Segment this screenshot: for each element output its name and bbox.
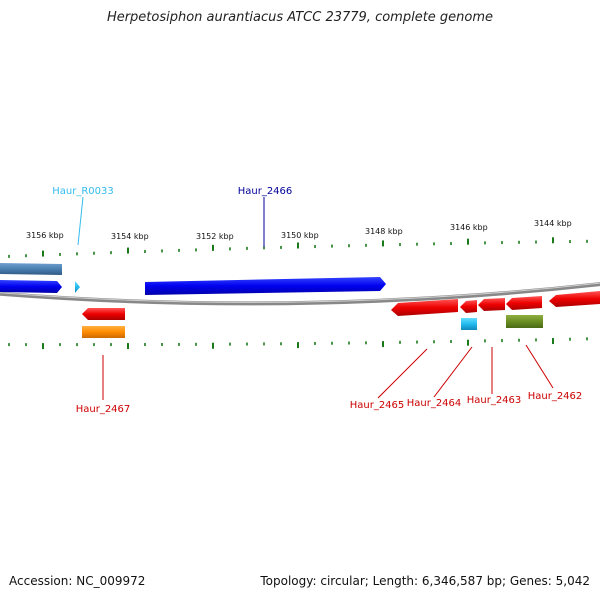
genome-title: Herpetosiphon aurantiacus ATCC 23779, co… (106, 10, 494, 25)
gene-haur-2462[interactable] (506, 296, 542, 310)
gene-label-haur-2462[interactable]: Haur_2462 (528, 391, 583, 402)
gene-label-haur-r0033[interactable]: Haur_R0033 (52, 186, 114, 197)
callout-line-haur-2465 (377, 348, 428, 399)
scale-ticks-outer (8, 237, 588, 258)
gene-haur-2463[interactable] (478, 298, 505, 311)
accession-label: Accession: NC_009972 (9, 574, 146, 588)
gene-label-haur-2466[interactable]: Haur_2466 (238, 186, 293, 197)
callout-line-haur-r0033 (77, 196, 84, 246)
callout-line-haur-2464 (433, 346, 473, 398)
gene-label-haur-2463[interactable]: Haur_2463 (467, 395, 522, 406)
callout-line-haur-2462 (525, 344, 554, 389)
scale-label: 3146 kbp (450, 223, 488, 232)
gene-haur-2461[interactable] (549, 291, 600, 307)
gene-track-outer (0, 263, 386, 295)
gene-label-haur-2467[interactable]: Haur_2467 (76, 404, 131, 415)
gene-haur-2464[interactable] (460, 300, 477, 313)
gene-label-haur-2464[interactable]: Haur_2464 (407, 398, 462, 409)
gene-labels: Haur_R0033 Haur_2466 Haur_2467 Haur_2465… (52, 186, 582, 415)
gene-haur-2467[interactable] (82, 308, 125, 320)
genome-backbone-highlight (0, 282, 600, 303)
scale-labels: 3156 kbp 3154 kbp 3152 kbp 3150 kbp 3148… (26, 219, 572, 241)
gene-steelblue[interactable] (0, 263, 62, 275)
gene-haur-2466[interactable] (145, 277, 386, 295)
gene-rna-cyan[interactable] (461, 318, 477, 330)
gene-olive[interactable] (506, 315, 543, 328)
gene-label-haur-2465[interactable]: Haur_2465 (350, 400, 405, 411)
gene-track-inner (82, 291, 600, 338)
gene-orange[interactable] (82, 326, 125, 338)
gene-haur-2465[interactable] (391, 299, 458, 316)
gene-haur-2468[interactable] (0, 280, 62, 293)
scale-label: 3152 kbp (196, 232, 234, 241)
gene-callouts (77, 196, 554, 400)
scale-label: 3150 kbp (281, 231, 319, 240)
scale-label: 3156 kbp (26, 231, 64, 240)
scale-label: 3154 kbp (111, 232, 149, 241)
scale-label: 3144 kbp (534, 219, 572, 228)
scale-label: 3148 kbp (365, 227, 403, 236)
gene-haur-r0033[interactable] (75, 281, 80, 293)
scale-ticks-inner (8, 337, 588, 350)
genome-backbone (0, 282, 600, 306)
genome-summary-label: Topology: circular; Length: 6,346,587 bp… (260, 574, 590, 588)
